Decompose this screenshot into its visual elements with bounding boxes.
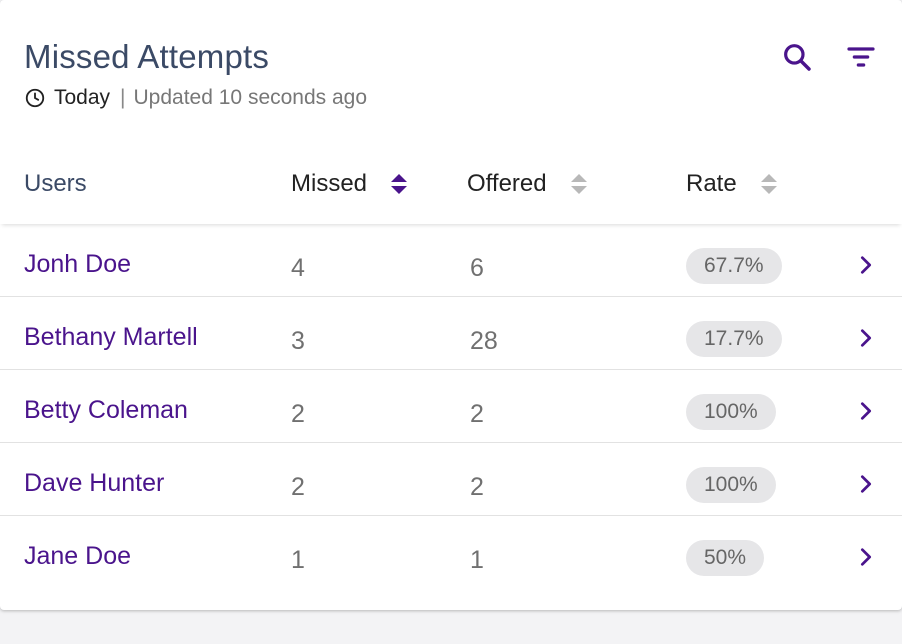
user-name-link[interactable]: Jane Doe <box>24 542 132 570</box>
card-title: Missed Attempts <box>24 38 270 75</box>
chevron-right-icon[interactable] <box>855 546 877 568</box>
user-name-link[interactable]: Dave Hunter <box>24 469 165 497</box>
rate-badge: 17.7% <box>686 321 782 357</box>
offered-count: 28 <box>470 327 498 355</box>
column-header-rate[interactable]: Rate <box>686 170 779 198</box>
rate-badge: 100% <box>686 394 776 430</box>
rate-badge: 100% <box>686 467 776 503</box>
sort-icon[interactable] <box>569 172 589 196</box>
subtitle-separator: | <box>120 86 126 109</box>
updated-timestamp: Updated 10 seconds ago <box>133 86 368 109</box>
chevron-right-icon[interactable] <box>855 254 877 276</box>
filter-icon[interactable] <box>844 40 878 74</box>
missed-count: 2 <box>291 473 305 501</box>
offered-count: 6 <box>470 254 484 282</box>
user-name-link[interactable]: Betty Coleman <box>24 396 188 424</box>
missed-count: 1 <box>291 546 305 574</box>
missed-attempts-card: Missed Attempts Today | Updated 10 secon… <box>0 0 902 610</box>
column-label: Users <box>24 170 87 197</box>
column-header-missed[interactable]: Missed <box>291 170 409 198</box>
sort-icon[interactable] <box>759 172 779 196</box>
search-icon[interactable] <box>780 40 814 74</box>
offered-count: 2 <box>470 473 484 501</box>
column-label: Rate <box>686 170 737 197</box>
column-header-users: Users <box>24 170 87 198</box>
table-body: Jonh Doe 4 6 67.7% Bethany Martell 3 28 … <box>0 224 902 588</box>
chevron-right-icon[interactable] <box>855 327 877 349</box>
table-row[interactable]: Jane Doe 1 1 50% <box>0 516 902 588</box>
missed-count: 4 <box>291 254 305 282</box>
header-actions <box>780 40 878 74</box>
table-row[interactable]: Dave Hunter 2 2 100% <box>0 443 902 516</box>
sort-icon-active[interactable] <box>389 172 409 196</box>
table-header: Users Missed Offered Rate <box>0 140 902 224</box>
user-name-link[interactable]: Bethany Martell <box>24 323 198 351</box>
rate-badge: 50% <box>686 540 765 576</box>
period-label: Today <box>54 86 111 109</box>
card-subtitle: Today | Updated 10 seconds ago <box>24 86 367 110</box>
clock-icon <box>24 87 46 109</box>
chevron-right-icon[interactable] <box>855 400 877 422</box>
rate-badge: 67.7% <box>686 248 782 284</box>
column-label: Missed <box>291 170 368 197</box>
offered-count: 1 <box>470 546 484 574</box>
user-name-link[interactable]: Jonh Doe <box>24 250 132 278</box>
table-row[interactable]: Jonh Doe 4 6 67.7% <box>0 224 902 297</box>
missed-count: 3 <box>291 327 305 355</box>
missed-count: 2 <box>291 400 305 428</box>
table-row[interactable]: Betty Coleman 2 2 100% <box>0 370 902 443</box>
column-label: Offered <box>467 170 547 197</box>
card-header: Missed Attempts Today | Updated 10 secon… <box>24 36 878 126</box>
column-header-offered[interactable]: Offered <box>467 170 589 198</box>
offered-count: 2 <box>470 400 484 428</box>
chevron-right-icon[interactable] <box>855 473 877 495</box>
table-row[interactable]: Bethany Martell 3 28 17.7% <box>0 297 902 370</box>
